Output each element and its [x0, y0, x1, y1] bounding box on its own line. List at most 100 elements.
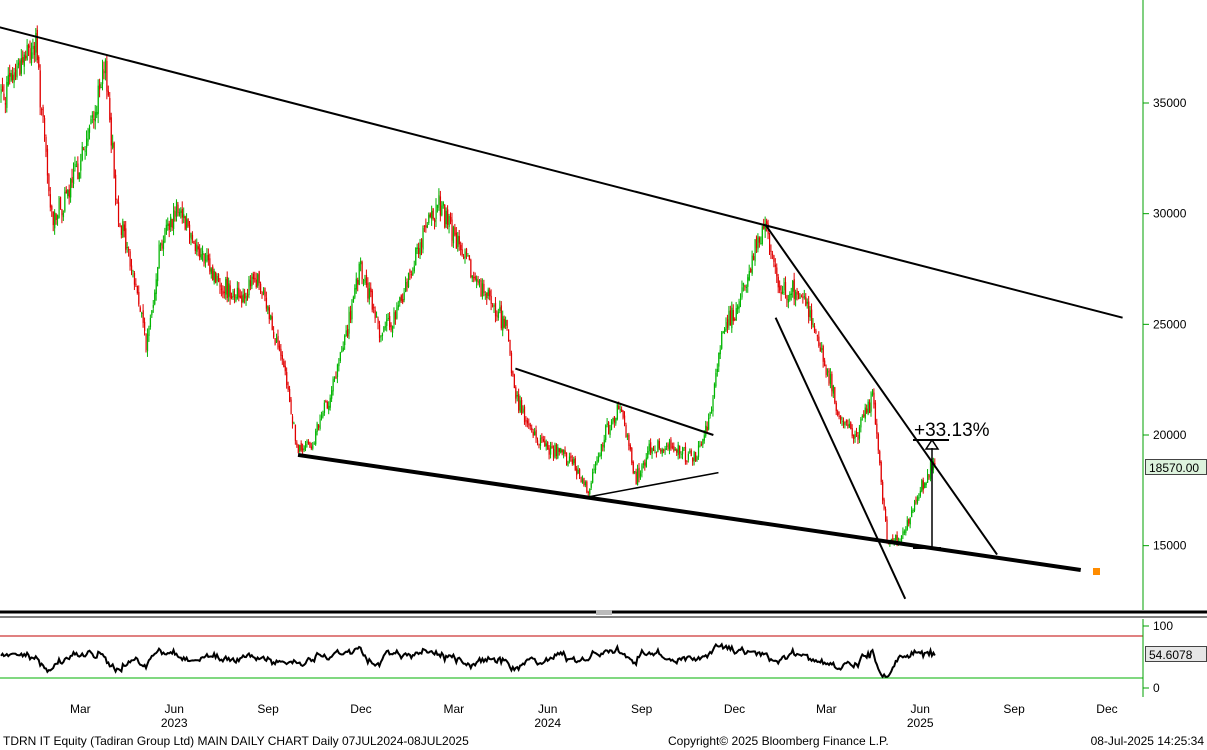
candle-body [919, 490, 921, 497]
candle-body [792, 280, 794, 292]
candle-body [552, 448, 555, 457]
candle-body [479, 280, 481, 282]
candle-body [280, 348, 282, 356]
candle-body [409, 270, 411, 274]
candle-body [558, 448, 560, 452]
candle-body [690, 450, 692, 457]
candle-body [473, 277, 475, 279]
time-month-label: Dec [1096, 702, 1117, 716]
candle-body [55, 214, 57, 221]
candle-body [915, 499, 917, 502]
candle-body [71, 176, 73, 183]
candle-body [869, 402, 871, 414]
candle-body [434, 219, 436, 223]
candle-body [667, 444, 669, 449]
candle-body [9, 72, 11, 77]
candle-body [318, 425, 320, 428]
candle-body [483, 284, 485, 294]
candle-body [378, 324, 381, 338]
candle-body [428, 214, 430, 224]
candle-body [450, 216, 452, 222]
candle-body [883, 499, 885, 509]
trendline [297, 452, 1082, 572]
candle-body [339, 352, 341, 362]
candle-body [568, 456, 571, 462]
candle-body [83, 149, 85, 151]
candle-body [648, 443, 650, 452]
candle-body [283, 361, 285, 367]
candle-body [191, 234, 194, 241]
candle-body [914, 501, 916, 511]
candle-body [539, 438, 542, 446]
candle-body [586, 481, 588, 493]
candle-body [16, 65, 18, 78]
candle-body [306, 441, 308, 443]
candle-body [310, 446, 312, 449]
candle-body [564, 450, 566, 454]
candle-body [387, 317, 389, 319]
candle-body [48, 174, 50, 192]
candle-body [20, 58, 22, 74]
candle-body [571, 459, 573, 465]
candle-body [618, 405, 620, 410]
candle-body [841, 420, 843, 422]
candle-body [174, 211, 176, 217]
candle-body [513, 374, 515, 389]
candle-body [109, 98, 111, 120]
candle-body [847, 424, 849, 426]
candle-body [334, 376, 336, 378]
candle-body [419, 242, 421, 256]
candle-body [41, 109, 43, 111]
candle-body [505, 320, 507, 326]
candle-body [900, 535, 903, 543]
candle-body [653, 449, 655, 451]
candle-body [526, 420, 529, 424]
candle-body [673, 446, 675, 451]
candle-body [537, 440, 539, 444]
candle-body [663, 449, 665, 451]
panel-resize-handle[interactable] [596, 610, 612, 615]
candle-body [729, 310, 732, 326]
candle-body [226, 276, 228, 298]
candle-body [489, 290, 491, 297]
time-month-label: Mar [444, 702, 465, 716]
candle-body [728, 311, 730, 326]
candle-body [64, 191, 66, 212]
candle-body [335, 376, 337, 379]
candle-body [370, 287, 372, 293]
candle-body [592, 472, 594, 483]
candle-body [367, 282, 369, 299]
candle-body [392, 326, 394, 333]
candle-body [307, 441, 310, 444]
candle-body [106, 61, 108, 92]
candle-body [331, 390, 333, 399]
candle-body [229, 285, 231, 299]
candle-body [276, 337, 278, 343]
candle-body [587, 491, 589, 493]
candle-body [851, 428, 853, 437]
candle-body [621, 409, 623, 412]
candle-body [384, 326, 386, 328]
candle-body [774, 264, 776, 267]
candle-body [261, 291, 263, 296]
candle-body [906, 520, 908, 530]
candle-body [613, 416, 616, 423]
candle-body [426, 225, 428, 228]
candle-body [596, 459, 598, 465]
candle-body [644, 462, 646, 466]
candle-body [377, 318, 379, 324]
candle-body [555, 444, 558, 457]
candle-body [336, 364, 339, 378]
candle-body [187, 218, 189, 227]
candle-body [115, 174, 117, 200]
candle-body [425, 225, 427, 228]
time-month-label: Dec [350, 702, 371, 716]
footer-bar: TDRN IT Equity (Tadiran Group Ltd) MAIN … [0, 733, 1207, 750]
candle-body [464, 251, 466, 258]
candle-body [442, 202, 444, 206]
candle-body [561, 449, 563, 453]
candle-body [499, 307, 501, 312]
candle-body [661, 449, 663, 454]
candle-body [465, 248, 468, 254]
candle-body [850, 422, 852, 429]
